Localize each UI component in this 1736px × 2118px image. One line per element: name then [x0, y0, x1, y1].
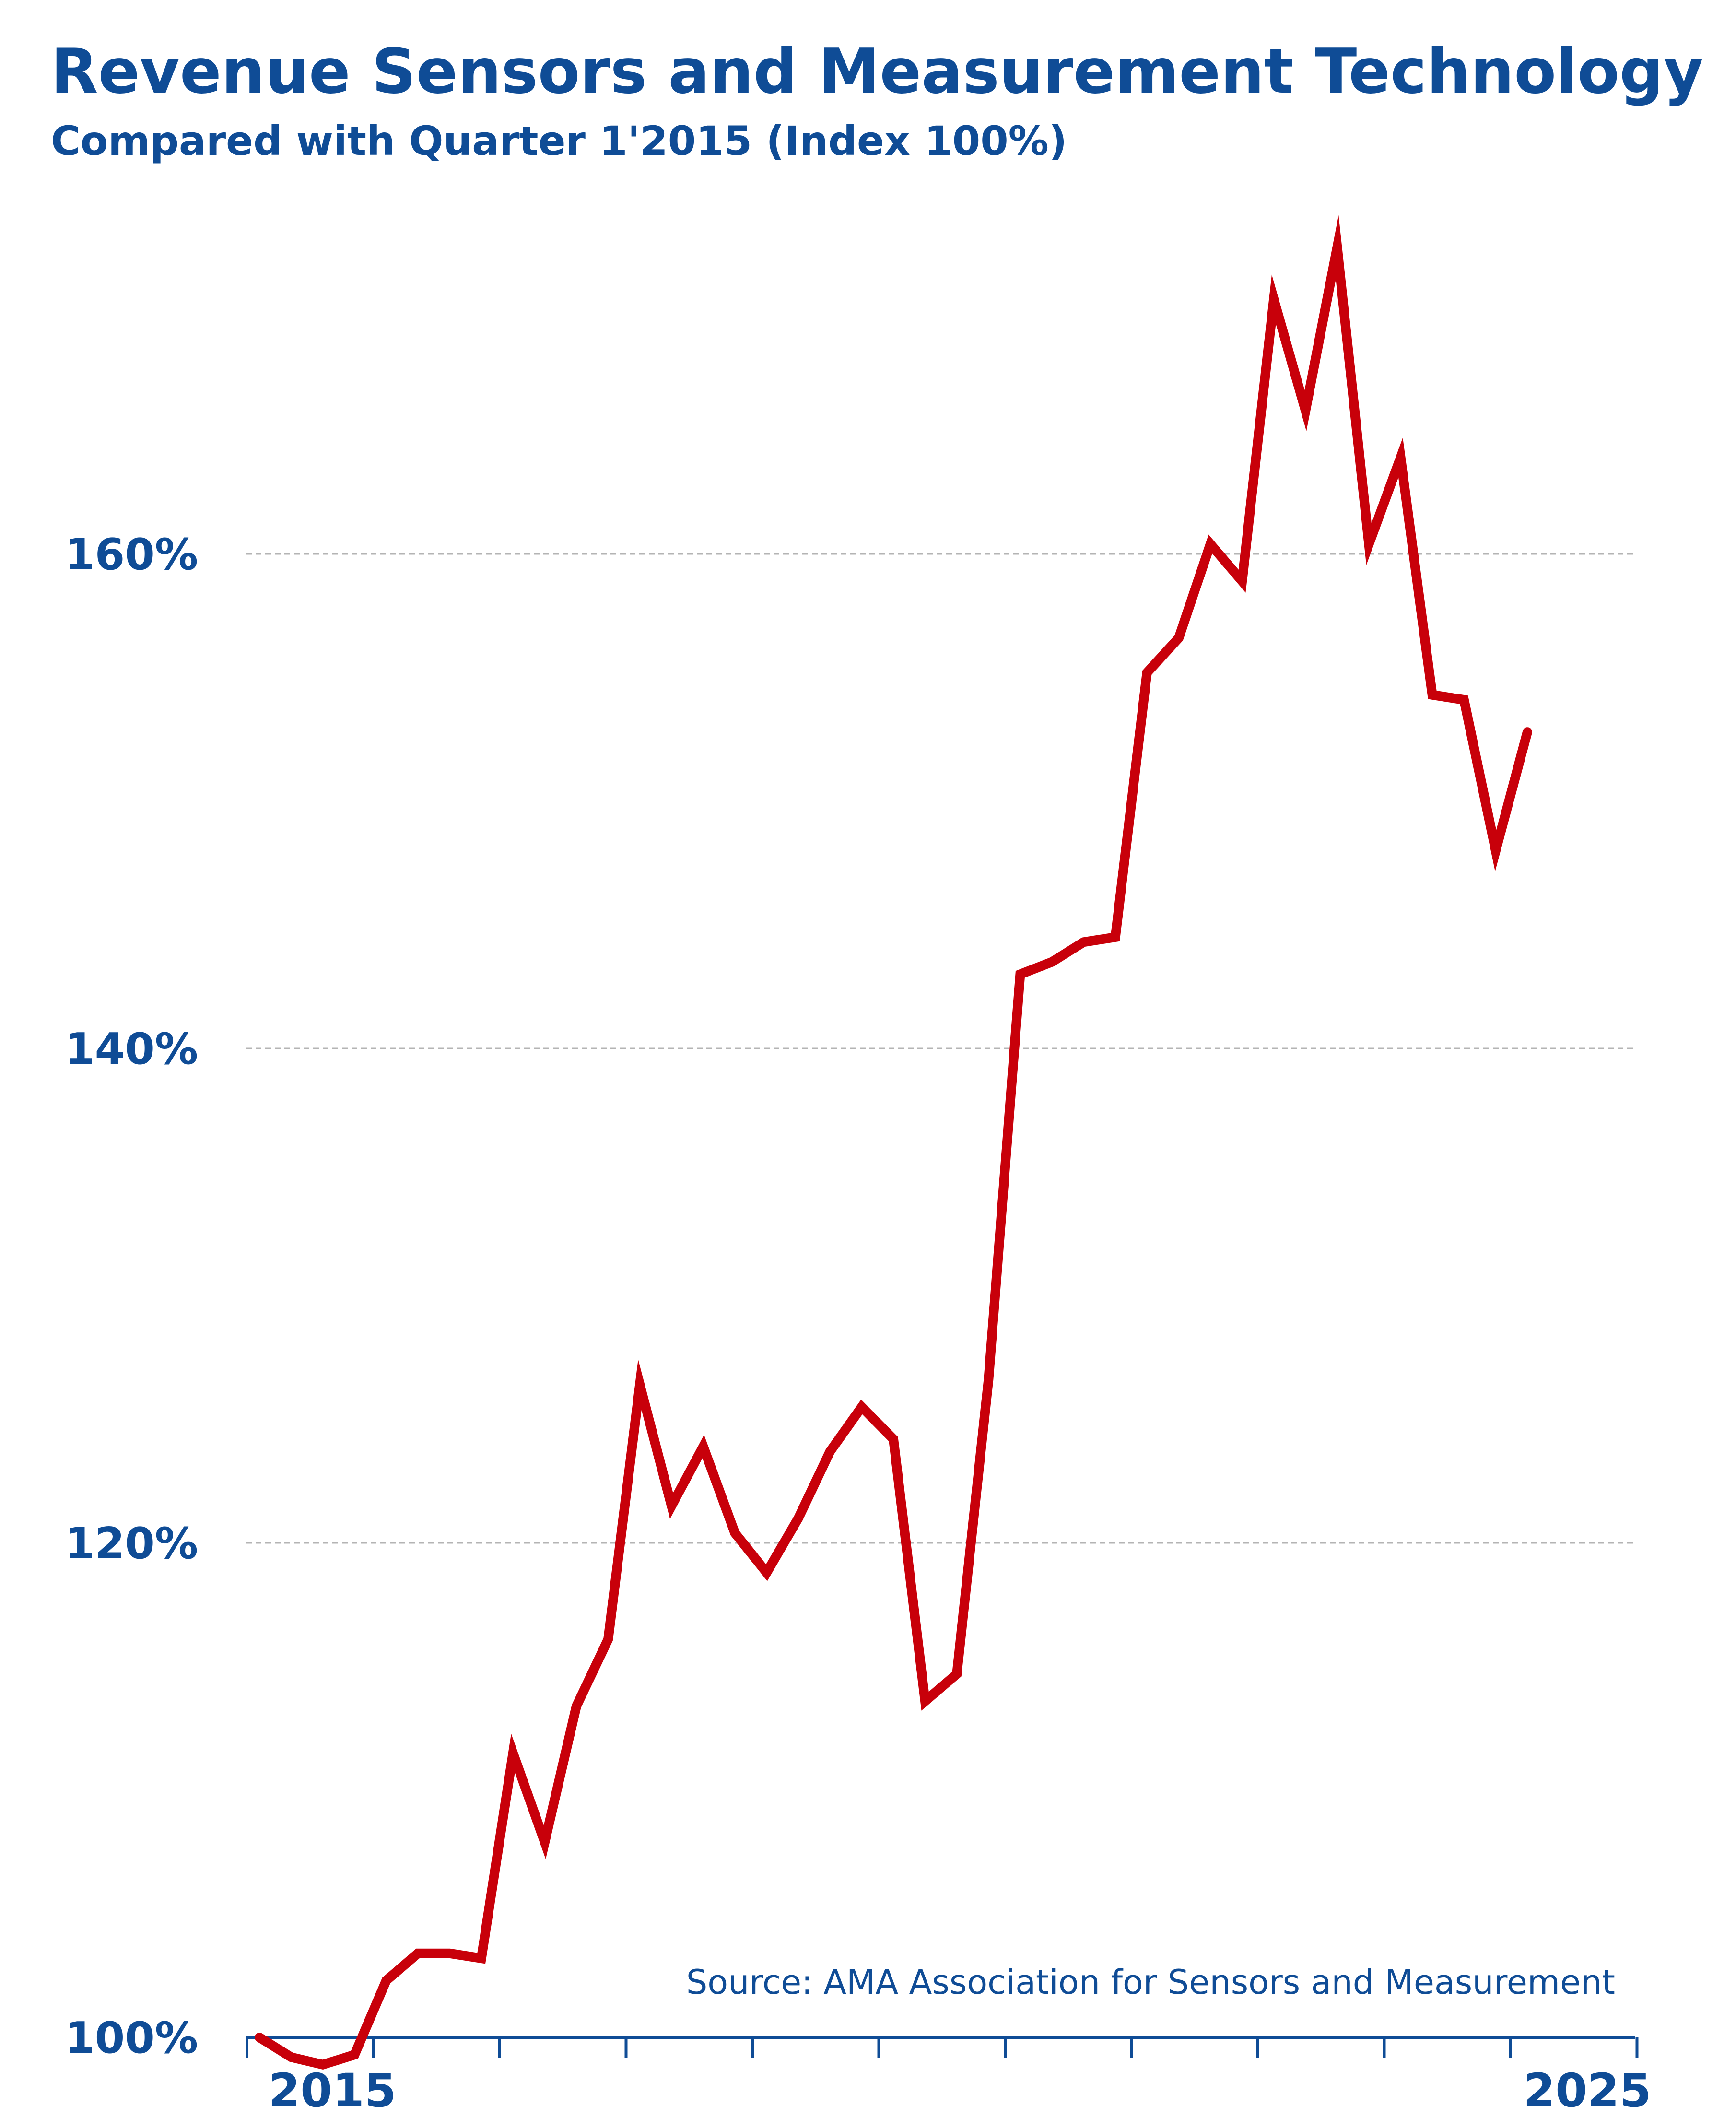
y-axis-ticks: 100% 120% 140% 160%	[65, 530, 198, 2063]
data-point	[1178, 637, 1179, 639]
data-point	[449, 1953, 450, 1954]
data-point	[1242, 580, 1243, 582]
data-point	[386, 1980, 387, 1981]
data-point	[766, 1572, 767, 1573]
data-point	[1146, 672, 1148, 673]
y-tick-label-120: 120%	[65, 1518, 198, 1569]
chart-title: Revenue Sensors and Measurement Technolo…	[51, 36, 1703, 107]
source-note: Source: AMA Association for Sensors and …	[686, 1963, 1615, 2002]
y-tick-label-100: 100%	[65, 2013, 198, 2063]
y-tick-label-160: 160%	[65, 530, 198, 580]
data-point	[1051, 961, 1053, 963]
data-point	[988, 1379, 989, 1380]
series-line-0	[255, 215, 1532, 2070]
data-point	[893, 1438, 894, 1440]
data-point	[291, 2057, 292, 2058]
data-point	[1368, 543, 1370, 545]
data-point	[703, 1446, 704, 1447]
y-tick-label-140: 140%	[65, 1024, 198, 1074]
data-point	[1431, 694, 1433, 695]
data-point	[1463, 699, 1465, 701]
data-point	[1527, 731, 1528, 733]
data-point	[259, 2037, 260, 2038]
data-point	[544, 1841, 545, 1843]
series-layer	[255, 215, 1532, 2070]
data-point	[1273, 299, 1275, 300]
data-point	[1305, 410, 1306, 412]
x-tick-label-2015: 2015	[268, 2064, 396, 2118]
data-point	[322, 2064, 324, 2065]
gridlines	[246, 553, 1635, 1544]
data-point	[354, 2054, 355, 2056]
data-point	[481, 1958, 482, 1959]
data-point	[417, 1953, 419, 1954]
data-point	[639, 1384, 641, 1386]
data-point	[1400, 457, 1401, 458]
chart-subtitle: Compared with Quarter 1'2015 (Index 100%…	[51, 118, 1067, 165]
data-point	[1083, 941, 1084, 943]
data-point	[1114, 937, 1116, 938]
data-point	[1495, 850, 1496, 851]
data-point	[925, 1700, 926, 1702]
data-point	[829, 1451, 831, 1452]
x-axis-ticks	[246, 2037, 1639, 2058]
data-point	[956, 1673, 958, 1675]
data-point	[1210, 543, 1211, 545]
data-point	[734, 1532, 736, 1534]
x-tick-label-2025: 2025	[1523, 2064, 1651, 2118]
data-point	[608, 1639, 609, 1640]
data-point	[861, 1406, 862, 1408]
